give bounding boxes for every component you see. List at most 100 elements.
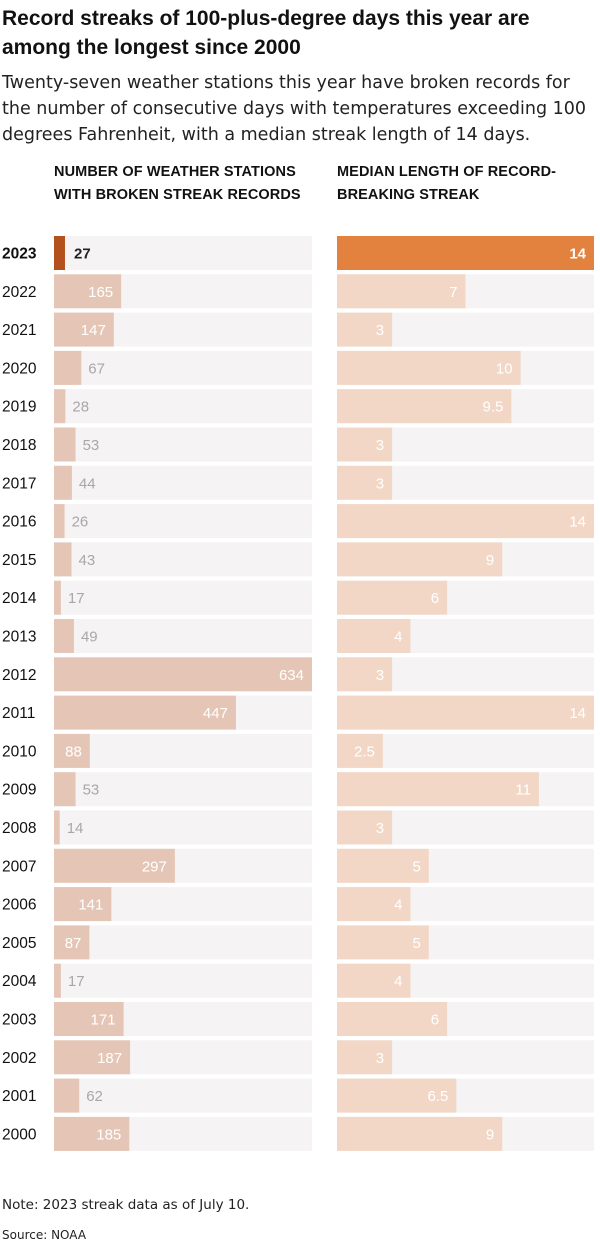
year-label: 2011 <box>2 705 35 722</box>
left-value-label: 28 <box>72 399 89 416</box>
left-bar <box>54 733 90 768</box>
year-label: 2005 <box>2 935 36 952</box>
year-label: 2010 <box>2 743 37 760</box>
year-label: 2003 <box>2 1012 36 1029</box>
year-label: 2015 <box>2 552 36 569</box>
right-bar <box>337 848 429 883</box>
left-track <box>54 504 312 539</box>
right-bar <box>337 733 383 768</box>
left-track <box>54 772 312 807</box>
right-value-label: 2.5 <box>354 743 375 760</box>
left-track <box>54 236 312 270</box>
left-bar <box>54 887 112 922</box>
right-bar <box>337 695 594 730</box>
right-value-label: 6 <box>431 1012 439 1029</box>
left-track <box>54 427 312 462</box>
left-value-label: 171 <box>91 1012 116 1029</box>
left-value-label: 14 <box>67 820 84 837</box>
left-track <box>54 963 312 998</box>
year-label: 2013 <box>2 629 36 646</box>
left-value-label: 17 <box>68 973 85 990</box>
left-bar <box>54 695 236 730</box>
right-bar <box>337 1002 448 1036</box>
year-label: 2000 <box>2 1126 37 1143</box>
left-value-label: 88 <box>65 743 82 760</box>
left-value-label: 49 <box>81 629 98 646</box>
left-value-label: 141 <box>78 897 103 914</box>
year-label: 2016 <box>2 514 36 531</box>
year-label: 2012 <box>2 667 36 684</box>
left-bar <box>54 848 175 883</box>
right-value-label: 10 <box>496 360 513 377</box>
year-label: 2018 <box>2 437 36 454</box>
right-value-label: 3 <box>376 437 384 454</box>
right-bar <box>337 542 503 577</box>
right-bar <box>337 350 521 385</box>
left-track <box>54 580 312 615</box>
right-value-label: 3 <box>376 1050 384 1067</box>
left-bar <box>54 925 90 960</box>
right-bar <box>337 810 393 845</box>
right-value-label: 4 <box>394 897 402 914</box>
left-track <box>54 733 312 768</box>
left-bar <box>54 1078 80 1113</box>
left-value-label: 44 <box>79 475 96 492</box>
right-bar <box>337 236 594 270</box>
right-bar <box>337 1078 457 1113</box>
left-bar <box>54 542 72 577</box>
left-track <box>54 389 312 424</box>
right-value-label: 14 <box>569 514 586 531</box>
left-value-label: 62 <box>86 1088 103 1105</box>
left-bar <box>54 772 76 807</box>
left-bar <box>54 389 66 424</box>
left-value-label: 165 <box>88 284 113 301</box>
right-bar <box>337 274 466 309</box>
right-bar <box>337 772 539 807</box>
left-bar <box>54 1040 131 1075</box>
right-value-label: 6.5 <box>427 1088 448 1105</box>
right-bar <box>337 1040 393 1075</box>
year-label: 2006 <box>2 897 36 914</box>
left-value-label: 27 <box>74 246 91 263</box>
right-value-label: 3 <box>376 475 384 492</box>
left-panel-title: NUMBER OF WEATHER STATIONS WITH BROKEN S… <box>54 164 301 203</box>
right-bar <box>337 925 429 960</box>
left-bar <box>54 810 60 845</box>
left-track <box>54 925 312 960</box>
left-bar <box>54 236 65 270</box>
year-label: 2022 <box>2 284 36 301</box>
right-value-label: 3 <box>376 667 384 684</box>
right-bar <box>337 389 512 424</box>
right-bar <box>337 465 393 500</box>
year-label: 2004 <box>2 973 37 990</box>
left-bar <box>54 1002 124 1036</box>
right-bar <box>337 657 393 692</box>
left-bar <box>54 274 122 309</box>
year-label: 2014 <box>2 590 37 607</box>
left-track <box>54 465 312 500</box>
left-bar <box>54 312 114 347</box>
right-value-label: 14 <box>569 246 586 263</box>
chart-title: Record streaks of 100-plus-degree days t… <box>2 7 530 59</box>
left-value-label: 297 <box>142 858 167 875</box>
left-value-label: 67 <box>88 360 105 377</box>
left-value-label: 447 <box>203 705 228 722</box>
left-bar <box>54 427 76 462</box>
right-value-label: 9 <box>486 552 494 569</box>
left-track <box>54 810 312 845</box>
left-value-label: 634 <box>279 667 304 684</box>
right-bar <box>337 427 393 462</box>
left-bar <box>54 619 74 653</box>
left-bar <box>54 963 61 998</box>
right-value-label: 5 <box>412 935 420 952</box>
year-label: 2020 <box>2 360 37 377</box>
right-value-label: 3 <box>376 322 384 339</box>
right-panel-title: MEDIAN LENGTH OF RECORD-BREAKING STREAK <box>337 164 557 203</box>
right-bar <box>337 504 594 539</box>
year-label: 2017 <box>2 475 36 492</box>
right-bar <box>337 580 448 615</box>
right-value-label: 14 <box>569 705 586 722</box>
chart-subtitle: Twenty-seven weather stations this year … <box>2 73 587 145</box>
left-value-label: 43 <box>78 552 95 569</box>
